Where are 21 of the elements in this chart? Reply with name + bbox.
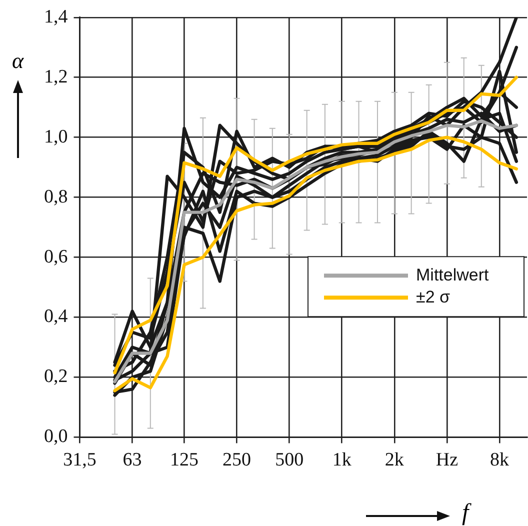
- x-axis-title: f: [462, 500, 469, 526]
- x-tick-label: 63: [122, 450, 142, 471]
- x-tick-label: 1k: [332, 450, 352, 471]
- legend-label: Mittelwert: [416, 265, 490, 284]
- x-tick-label: 250: [222, 450, 252, 471]
- y-tick-label: 0,0: [44, 426, 68, 448]
- y-tick-label: 0,8: [44, 186, 68, 208]
- y-tick-label: 0,6: [44, 246, 68, 268]
- x-tick-label: 2k: [384, 450, 404, 471]
- y-tick-label: 0,4: [44, 306, 68, 328]
- x-tick-label: 8k: [490, 450, 510, 471]
- x-tick-label: 500: [275, 450, 304, 471]
- y-tick-label: 1,4: [44, 6, 68, 28]
- legend-label: ±2 σ: [416, 287, 451, 306]
- y-tick-label: 0,2: [44, 366, 68, 388]
- y-axis-title: α: [12, 48, 24, 74]
- x-tick-label: 31,5: [63, 450, 96, 471]
- x-tick-label: 125: [170, 450, 198, 471]
- y-tick-label: 1,0: [44, 126, 68, 148]
- x-tick-label: Hz: [436, 450, 458, 471]
- y-tick-label: 1,2: [44, 66, 68, 88]
